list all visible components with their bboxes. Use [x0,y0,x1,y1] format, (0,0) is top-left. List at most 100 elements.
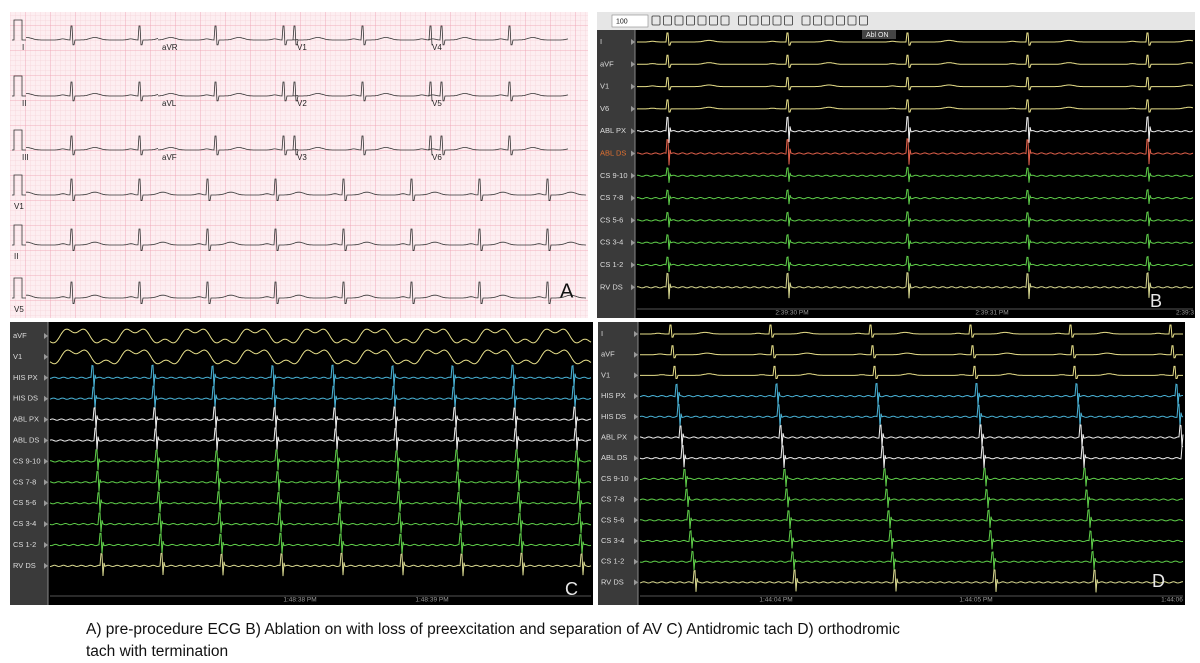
timestamp: 2:39:30 PM [775,310,808,317]
ecg-trace [292,81,433,102]
toolbar-icon [709,15,718,26]
signal-trace [636,188,1194,206]
channel-marker [44,521,48,528]
channel-marker [44,562,48,569]
signal-trace [49,511,591,534]
channel-sidebar [597,30,635,318]
signal-trace [639,569,1183,593]
channel-label: CS 7-8 [601,495,624,504]
calibration-pulse [12,277,26,299]
ecg-trace [25,228,586,251]
timestamp: 2:39:3 [1176,310,1194,317]
toolbar-icon [813,15,822,26]
channel-marker [631,150,635,157]
lead-label: V3 [297,153,307,162]
channel-label: RV DS [13,561,36,570]
toolbar-icon [697,15,707,26]
calibration-pulse [12,174,26,196]
toolbar-icon [674,15,684,26]
channel-sidebar [598,322,638,605]
ecg-trace [292,25,433,46]
lead-label: V1 [297,43,307,52]
channel-marker [634,496,638,503]
channel-marker [631,217,635,224]
channel-label: HIS PX [13,373,38,382]
signal-trace [636,211,1194,228]
channel-label: V6 [600,104,609,113]
recording-background [597,30,1195,318]
channel-marker [44,416,48,423]
caption-line: A) pre-procedure ECG B) Ablation on with… [86,621,900,638]
caption-line: tach with termination [86,643,228,660]
toolbar-icon [761,15,770,26]
channel-marker [634,475,638,482]
channel-label: CS 3-4 [13,519,36,528]
channel-label: ABL PX [601,432,627,441]
lead-label: V2 [297,99,307,108]
calibration-pulse [12,75,26,97]
signal-trace [49,364,592,389]
toolbar-icon [784,15,793,26]
channel-marker [634,517,638,524]
channel-marker [631,128,635,135]
signal-trace [50,449,592,471]
lead-label: III [22,153,29,162]
ecg-trace [26,25,159,46]
channel-marker [634,579,638,586]
channel-label: V1 [601,370,610,379]
channel-marker [631,239,635,246]
toolbar-icon [651,15,661,26]
signal-trace [636,233,1194,250]
signal-trace [49,490,592,513]
channel-label: CS 1-2 [601,557,624,566]
toolbar-icon [663,15,672,26]
toolbar-icon [772,15,782,26]
timestamp: 1:44:04 PM [759,597,792,604]
zoom-box [611,14,649,28]
channel-marker [634,455,638,462]
signal-trace [637,54,1194,68]
signal-trace [636,115,1194,144]
ecg-trace [158,25,299,46]
channel-label: HIS PX [601,391,626,400]
channel-label: CS 9-10 [13,456,41,465]
channel-marker [631,284,635,291]
channel-label: CS 5-6 [600,215,623,224]
channel-marker [634,538,638,544]
ecg-grid [10,12,588,318]
channel-label: CS 7-8 [600,193,623,202]
channel-label: CS 5-6 [13,498,36,507]
channel-marker [631,262,635,268]
timestamp: 1:44:06 [1161,597,1183,604]
channel-label: I [601,329,603,338]
channel-marker [631,195,635,202]
channel-marker [44,395,48,402]
timestamp: 1:48:39 PM [415,597,448,604]
channel-marker [44,458,48,465]
channel-marker [634,558,638,565]
calibration-pulse [12,129,26,151]
strip-label: II [14,252,18,261]
calibration-pulse [12,19,26,41]
channel-label: RV DS [601,577,624,586]
channel-marker [44,437,48,444]
channel-label: CS 9-10 [600,171,628,180]
channel-marker [634,331,638,337]
ecg-trace [427,135,569,156]
signal-trace [636,166,1194,183]
signal-trace [639,424,1184,448]
channel-label: CS 5-6 [601,515,624,524]
signal-trace [637,77,1194,91]
toolbar-icon [847,15,857,26]
toolbar-icon [824,15,834,26]
toolbar-icon [738,15,747,26]
channel-marker [634,393,638,400]
channel-label: ABL PX [600,126,626,135]
channel-marker [44,374,48,381]
ecg-trace [25,281,586,304]
channel-label: CS 1-2 [600,260,623,269]
lead-label: aVF [162,153,177,162]
ecg-trace [26,135,159,156]
ecg-trace [25,178,586,201]
